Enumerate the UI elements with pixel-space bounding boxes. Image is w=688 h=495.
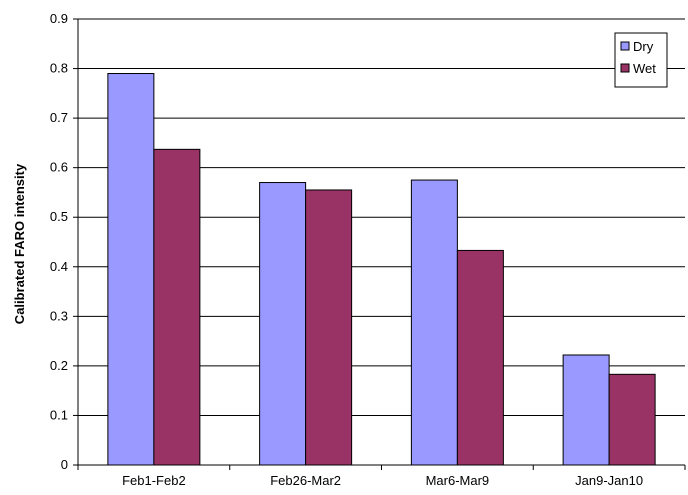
bar-dry-3 bbox=[562, 354, 610, 466]
y-tick-label: 0.9 bbox=[50, 11, 68, 26]
legend-label-wet: Wet bbox=[633, 61, 656, 76]
bar-dry-0 bbox=[107, 73, 155, 466]
bar-dry-1 bbox=[259, 182, 307, 466]
bar-wet-1 bbox=[305, 189, 353, 466]
legend-swatch-wet bbox=[620, 63, 630, 73]
bar-dry-2 bbox=[410, 179, 458, 466]
bars bbox=[107, 73, 656, 466]
y-tick-label: 0.1 bbox=[50, 407, 68, 422]
y-tick-labels: 0 0.1 0.2 0.3 0.4 0.5 0.6 0.7 0.8 0.9 bbox=[50, 11, 68, 472]
y-tick-label: 0.3 bbox=[50, 308, 68, 323]
y-tick-label: 0.7 bbox=[50, 110, 68, 125]
y-tick-label: 0.4 bbox=[50, 259, 68, 274]
x-tick-label: Feb26-Mar2 bbox=[270, 473, 341, 488]
legend-swatch-dry bbox=[620, 41, 630, 51]
legend: Dry Wet bbox=[614, 32, 668, 88]
x-tick-label: Feb1-Feb2 bbox=[122, 473, 186, 488]
bar-wet-3 bbox=[608, 373, 656, 466]
bar-wet-2 bbox=[456, 249, 504, 466]
y-tick-label: 0.8 bbox=[50, 61, 68, 76]
axes bbox=[73, 18, 686, 470]
y-tick-label: 0.5 bbox=[50, 209, 68, 224]
x-tick-label: Jan9-Jan10 bbox=[575, 473, 643, 488]
y-axis-title: Calibrated FARO intensity bbox=[12, 163, 27, 324]
y-tick-label: 0 bbox=[61, 457, 68, 472]
bar-wet-0 bbox=[153, 148, 201, 466]
y-tick-label: 0.6 bbox=[50, 160, 68, 175]
legend-label-dry: Dry bbox=[633, 39, 654, 54]
x-tick-labels: Feb1-Feb2 Feb26-Mar2 Mar6-Mar9 Jan9-Jan10 bbox=[122, 473, 643, 488]
y-tick-label: 0.2 bbox=[50, 358, 68, 373]
x-tick-label: Mar6-Mar9 bbox=[426, 473, 490, 488]
